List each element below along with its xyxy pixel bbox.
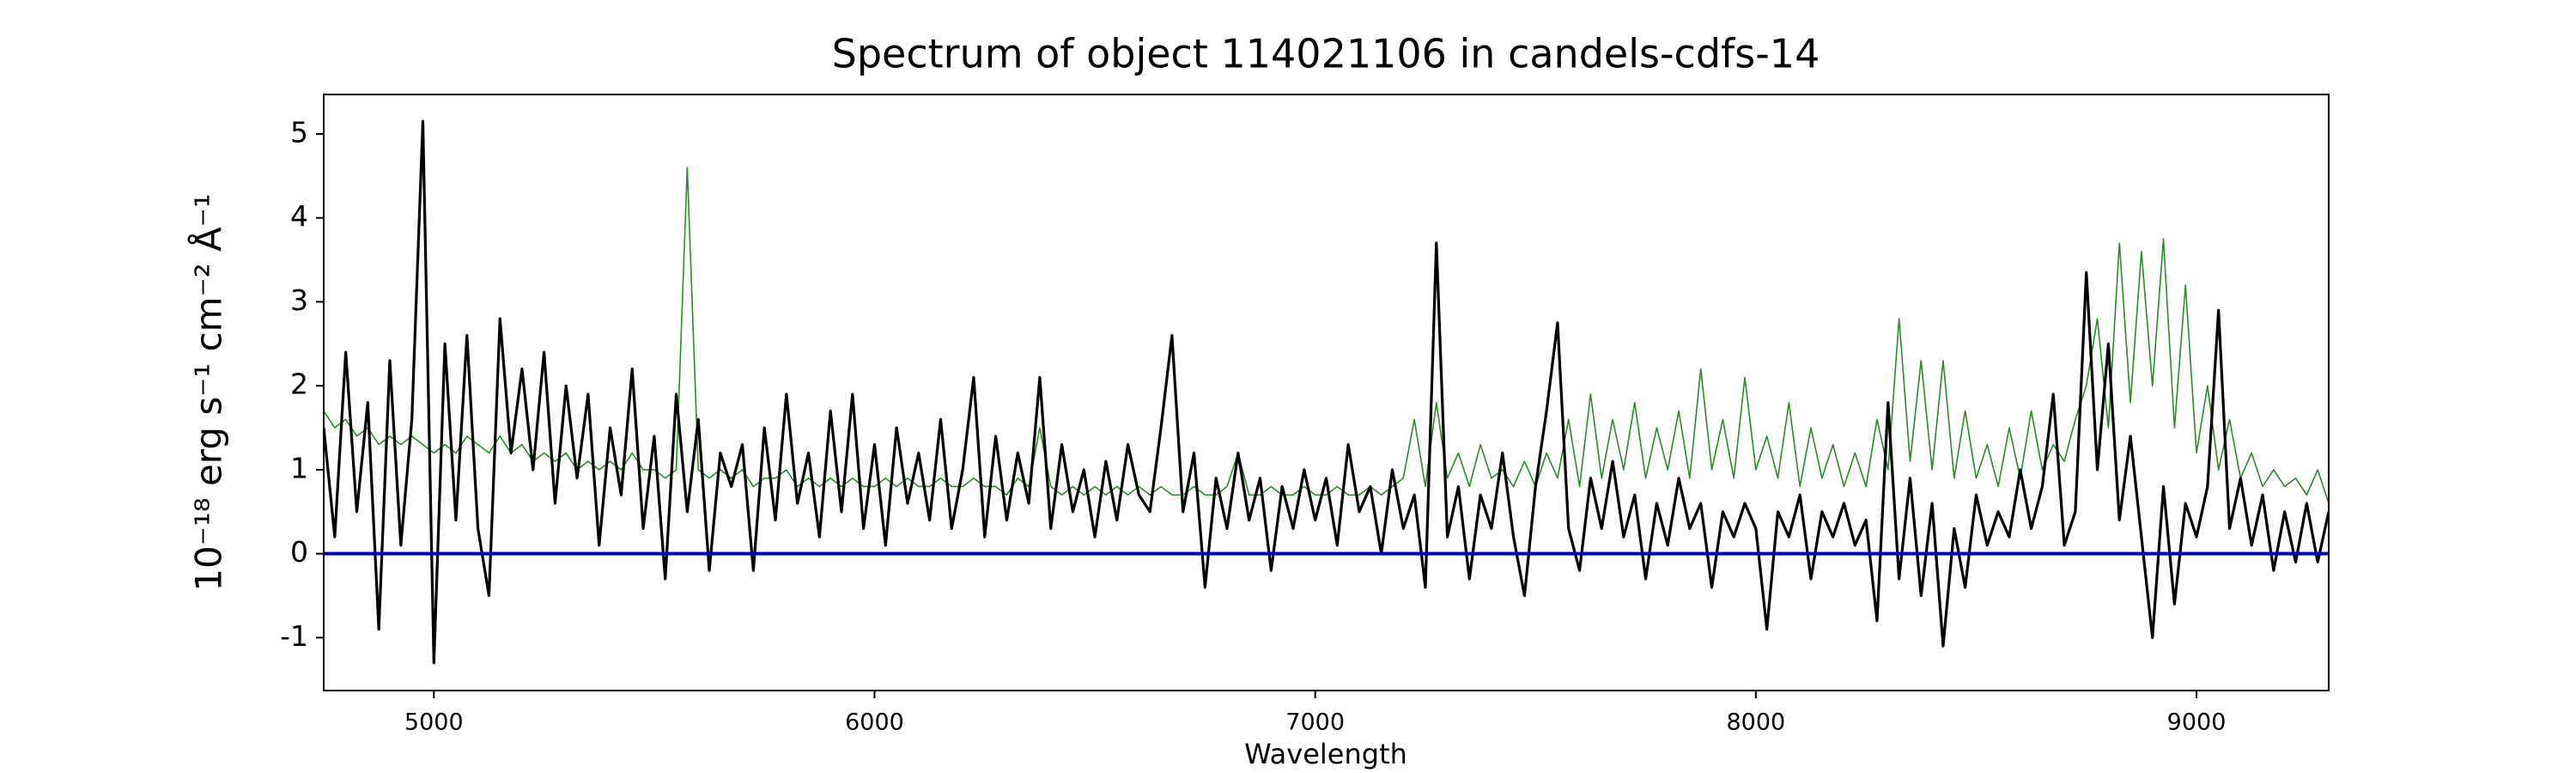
x-tick-label: 8000 — [1726, 709, 1785, 736]
y-tick-label: 1 — [290, 451, 308, 484]
x-tick-label: 6000 — [845, 709, 904, 736]
x-axis-label: Wavelength — [1244, 738, 1407, 770]
y-axis-label: 10⁻¹⁸ erg s⁻¹ cm⁻² Å⁻¹ — [187, 193, 230, 591]
y-tick-label: 4 — [290, 199, 308, 233]
y-tick-label: 0 — [290, 535, 308, 569]
chart-title: Spectrum of object 114021106 in candels-… — [832, 31, 1820, 77]
spectrum-line — [324, 119, 2329, 665]
y-tick-label: -1 — [280, 619, 308, 653]
x-tick-label: 9000 — [2167, 709, 2227, 736]
y-tick-label: 2 — [290, 368, 308, 401]
x-tick-label: 5000 — [404, 709, 464, 736]
plot-frame — [323, 94, 2330, 691]
x-tick-label: 7000 — [1285, 709, 1345, 736]
y-tick-label: 5 — [290, 115, 308, 149]
y-tick-label: 3 — [290, 283, 308, 317]
